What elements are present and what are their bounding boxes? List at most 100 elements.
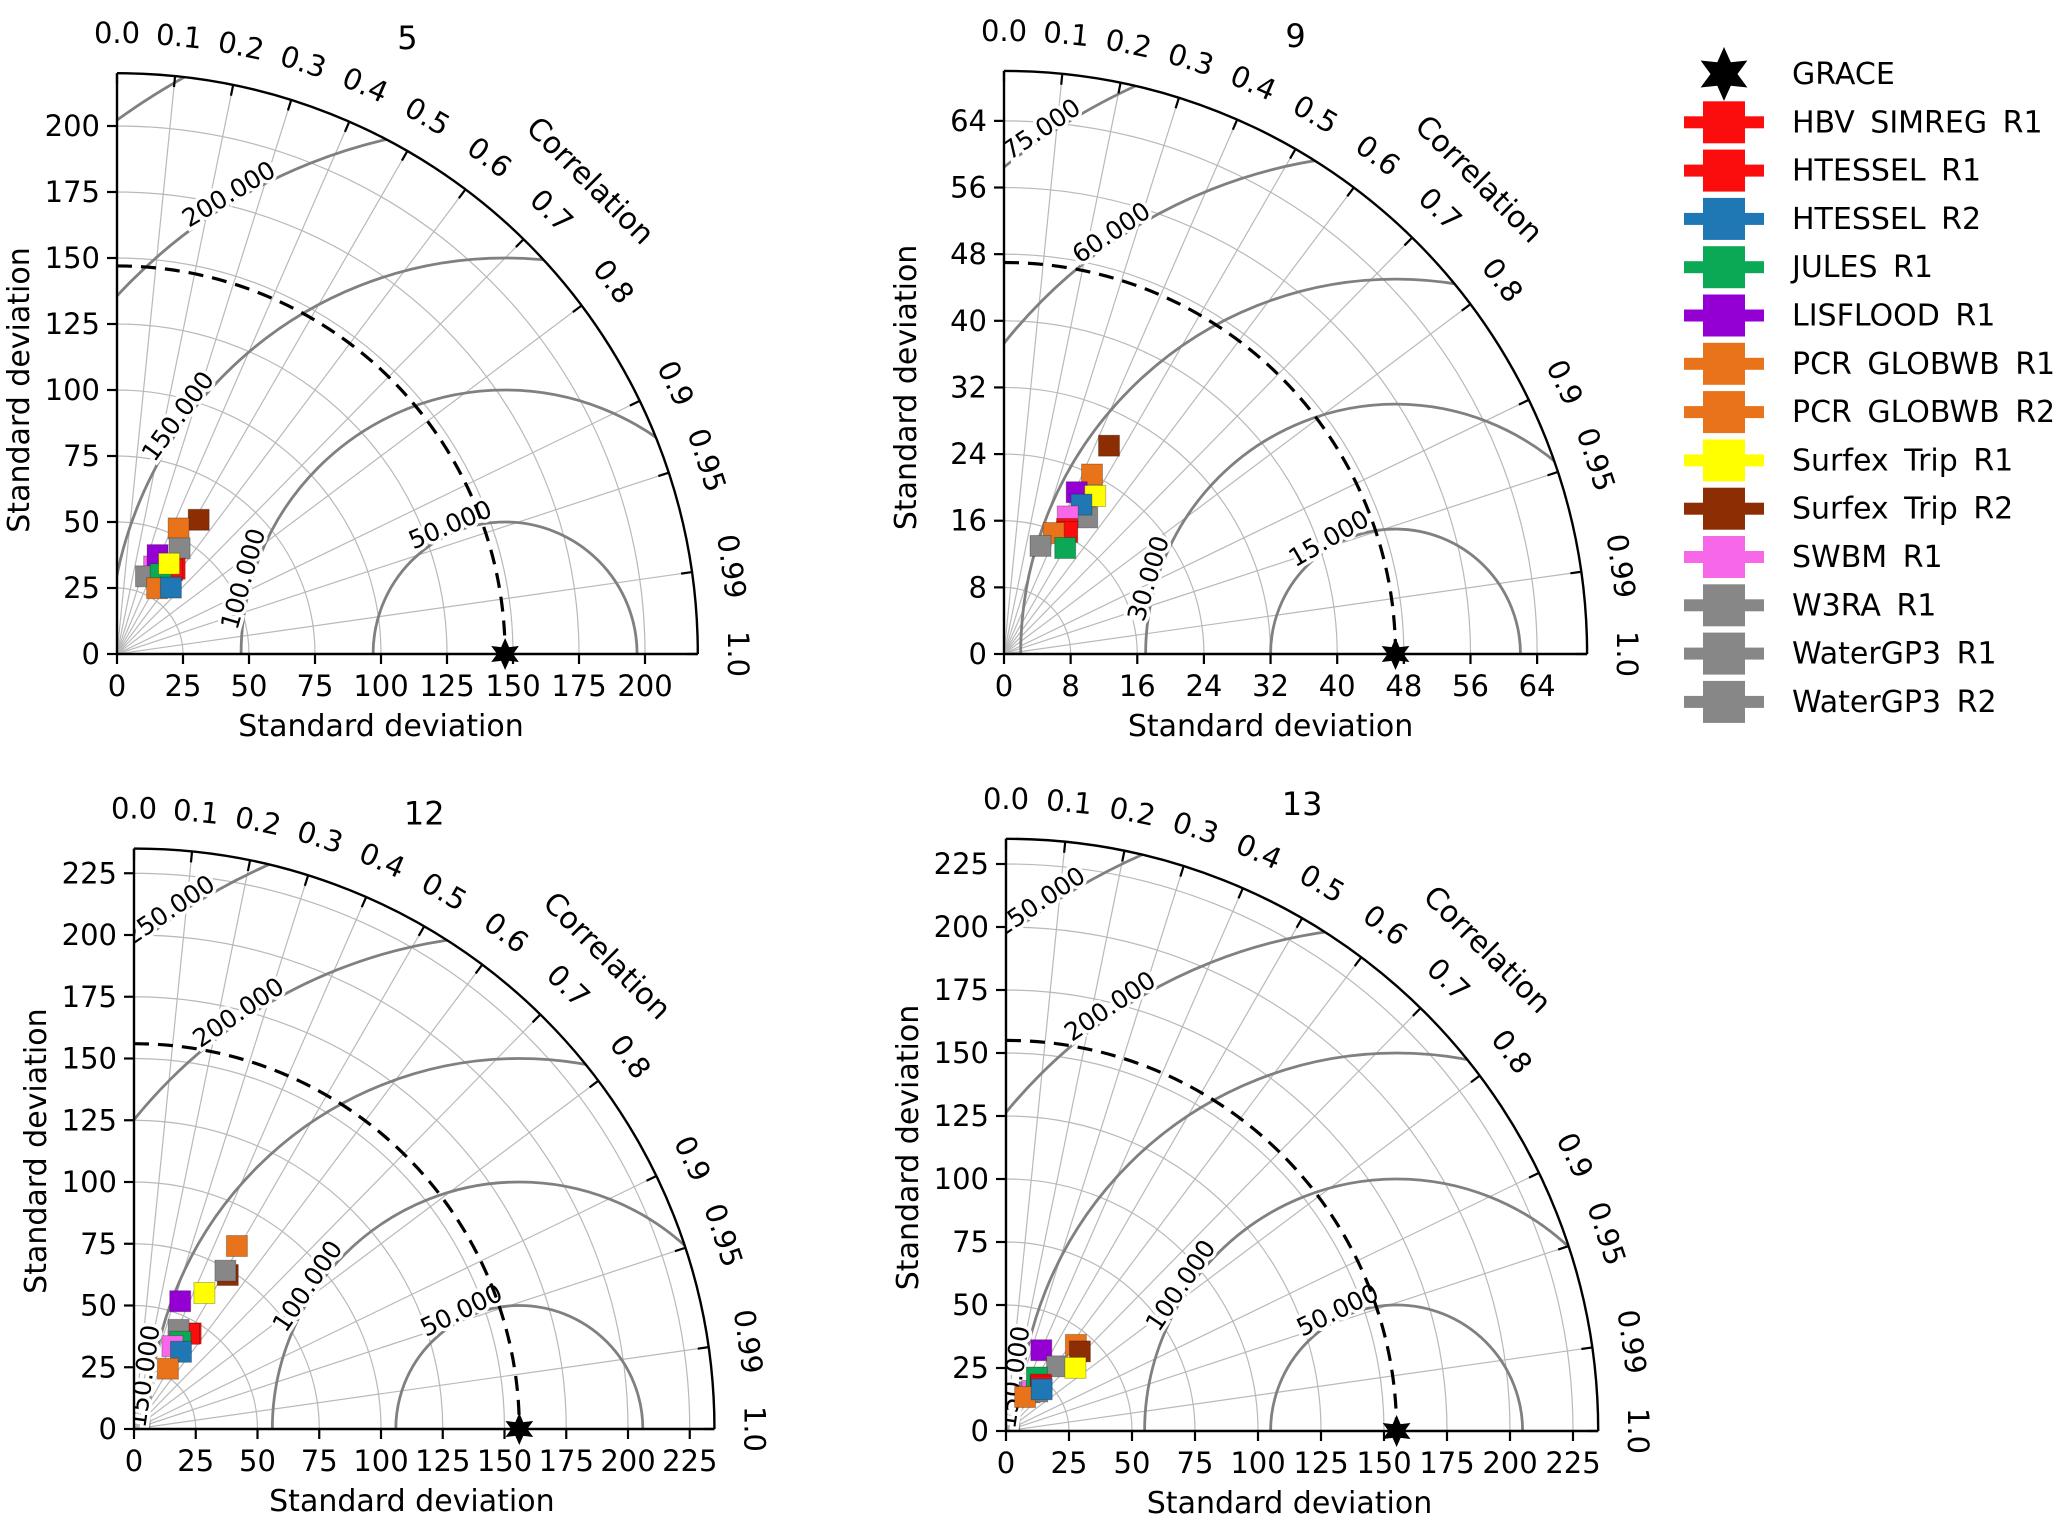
y-tick-label: 125 (934, 1099, 989, 1133)
y-tick-label: 0 (969, 637, 987, 671)
x-tick-label: 16 (1119, 669, 1156, 703)
correlation-tick-label: 0.95 (1570, 423, 1622, 495)
correlation-tick-label: 0.0 (981, 14, 1027, 48)
polar-grid (1005, 841, 1593, 1432)
x-tick-label: 50 (1114, 1446, 1151, 1480)
legend-marker-square-icon (1703, 246, 1745, 289)
x-tick-label: 150 (477, 1444, 532, 1478)
x-tick-label: 175 (551, 669, 606, 703)
legend-item-label: HTESSEL R2 (1792, 202, 1981, 237)
correlation-tick-label: 0.9 (1539, 354, 1590, 410)
correlation-tick-label: 0.2 (1106, 790, 1158, 833)
legend-marker-star-icon (1700, 47, 1748, 101)
correlation-tick-label: 0.2 (232, 800, 284, 843)
marker-pcr-globwb-r2 (156, 1357, 179, 1380)
correlation-tick-label: 0.6 (478, 905, 535, 960)
contour-label: 100.000 (215, 525, 271, 632)
x-axis-label: Standard deviation (1147, 1486, 1432, 1520)
y-axis-label: Standard deviation (2, 247, 37, 532)
correlation-tick-label: 0.1 (154, 17, 203, 55)
legend-item-watergp3-r2: WaterGP3 R2 (1684, 680, 1997, 723)
marker-pcr-globwb-r1 (225, 1235, 248, 1257)
contour-label: 15.000 (1284, 504, 1374, 573)
correlation-tick-label: 1.0 (721, 631, 755, 677)
y-tick-label: 0 (971, 1414, 989, 1448)
correlation-tick-label: 0.1 (171, 792, 220, 830)
y-tick-label: 175 (62, 980, 117, 1014)
x-tick-label: 150 (485, 669, 540, 703)
y-tick-label: 100 (45, 373, 100, 407)
contour-label: 200.000 (1059, 965, 1161, 1047)
correlation-tick-label: 0.8 (1484, 1023, 1539, 1080)
contour-label: 50.000 (404, 494, 496, 555)
correlation-tick-label: 0.1 (1042, 15, 1091, 53)
contour-label: 30.000 (1122, 532, 1175, 624)
correlation-tick-label: 0.3 (1164, 36, 1218, 82)
correlation-tick-label: 0.6 (461, 130, 518, 185)
rms-contour (1006, 838, 1599, 1431)
rms-contour (1143, 1177, 1599, 1431)
legend-marker-square-icon (1703, 487, 1745, 530)
legend-marker-square-icon (1703, 149, 1745, 192)
y-tick-label: 24 (950, 437, 987, 471)
grace-reference-star-icon (1382, 1415, 1411, 1447)
y-tick-label: 100 (934, 1162, 989, 1196)
x-tick-label: 25 (165, 669, 202, 703)
legend-item-htessel-r1: HTESSEL R1 (1684, 149, 1981, 192)
marker-surfex-trip-r1 (1064, 1356, 1087, 1379)
reference-std-arc (116, 264, 507, 655)
correlation-tick-label: 0.5 (416, 865, 473, 918)
reference-std-arc (1003, 260, 1398, 655)
x-tick-label: 75 (297, 669, 334, 703)
rms-contour (1269, 1303, 1524, 1431)
contour-label: 250.000 (989, 861, 1091, 943)
y-tick-label: 25 (952, 1351, 989, 1385)
correlation-tick-label: 0.95 (681, 424, 733, 496)
x-tick-label: 75 (301, 1444, 338, 1478)
legend-item-jules-r1: JULES R1 (1684, 246, 1933, 289)
legend-marker-square-icon (1703, 439, 1745, 482)
legend-item-surfex-trip-r1: Surfex Trip R1 (1684, 439, 2013, 482)
y-tick-label: 175 (934, 973, 989, 1007)
correlation-tick-label: 0.95 (697, 1199, 749, 1271)
marker-w3ra-r1 (1029, 534, 1052, 557)
correlation-tick-label: 0.99 (710, 532, 753, 601)
legend-item-surfex-trip-r2: Surfex Trip R2 (1684, 487, 2013, 530)
correlation-axis-label: Correlation (1408, 109, 1550, 251)
correlation-tick-label: 0.4 (1231, 827, 1287, 877)
marker-pcr-globwb-r1 (1081, 463, 1103, 486)
y-tick-label: 75 (952, 1225, 989, 1259)
y-tick-label: 16 (950, 504, 987, 538)
y-tick-label: 125 (45, 307, 100, 341)
y-tick-label: 50 (63, 505, 100, 539)
correlation-tick-label: 0.7 (1412, 181, 1469, 238)
x-tick-label: 175 (1419, 1446, 1474, 1480)
legend-item-grace: GRACE (1700, 47, 1895, 101)
legend-item-pcr-globwb-r2: PCR GLOBWB R2 (1684, 391, 2055, 434)
y-tick-label: 64 (950, 104, 987, 138)
marker-lisflood-r1 (169, 1290, 192, 1313)
correlation-tick-label: 1.0 (738, 1406, 772, 1452)
y-tick-label: 50 (80, 1289, 117, 1323)
y-tick-label: 8 (969, 570, 987, 604)
correlation-tick-label: 0.6 (1349, 128, 1406, 183)
y-tick-label: 200 (934, 910, 989, 944)
x-tick-label: 0 (997, 1446, 1015, 1480)
legend-marker-square-icon (1703, 632, 1745, 675)
y-tick-label: 25 (80, 1350, 117, 1384)
y-axis-label: Standard deviation (889, 245, 924, 530)
correlation-tick-label: 0.8 (603, 1028, 658, 1085)
rms-contour (1144, 402, 1588, 654)
rms-contour (371, 520, 639, 654)
rms-contour (394, 1304, 645, 1429)
correlation-tick-label: 0.2 (1103, 22, 1155, 65)
x-tick-label: 125 (1293, 1446, 1348, 1480)
contour-label: 150.000 (136, 366, 220, 467)
legend-item-htessel-r2: HTESSEL R2 (1684, 197, 1981, 240)
correlation-tick-label: 0.5 (1294, 857, 1351, 910)
legend-item-label: Surfex Trip R1 (1792, 443, 2013, 478)
